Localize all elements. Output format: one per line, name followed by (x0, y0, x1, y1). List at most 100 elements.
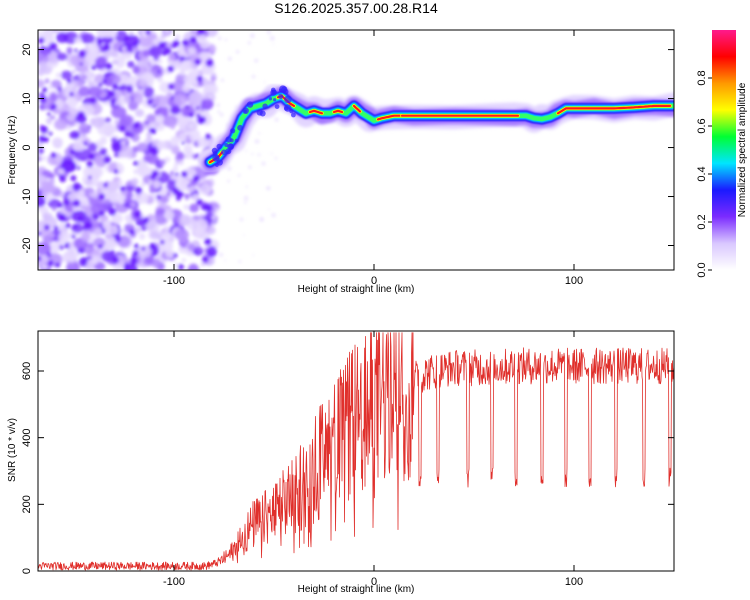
snr-y-axis-label: SNR (10 * v/v) (7, 418, 18, 482)
noise-blob (99, 136, 107, 145)
noise-blob (142, 49, 151, 57)
noise-blob (54, 154, 64, 164)
noise-speckle (244, 196, 249, 201)
noise-blob (111, 106, 127, 119)
noise-spot (175, 172, 179, 176)
ridge-blob (225, 136, 232, 143)
noise-blob (144, 86, 154, 99)
spectrogram-x-ticks: -100 0 100 (163, 30, 583, 287)
noise-spot (65, 222, 71, 229)
noise-blob (52, 137, 63, 147)
noise-spot (196, 198, 203, 206)
ridge-blob (221, 149, 227, 156)
noise-blob (81, 230, 90, 242)
noise-speckle (274, 156, 278, 160)
noise-blob (173, 162, 179, 167)
snr-y-tick-label: 0 (21, 568, 33, 574)
noise-blob (121, 46, 127, 52)
noise-spot (78, 50, 86, 58)
noise-spot (38, 37, 45, 44)
noise-spot (108, 207, 117, 216)
colorbar: 0.0 0.2 0.4 0.6 0.8 Normalized spectral ampl… (696, 30, 748, 278)
noise-blob (146, 135, 153, 140)
noise-spot (205, 58, 214, 67)
noise-blob (58, 222, 66, 230)
noise-spot (84, 221, 93, 230)
snr-x-tick-label: -100 (163, 576, 185, 588)
noise-spot (133, 41, 139, 47)
colorbar-tick-label: 0.8 (696, 70, 708, 85)
noise-blob (206, 246, 217, 258)
noise-blob (38, 31, 42, 37)
noise-spot (181, 171, 188, 178)
noise-blob (140, 226, 147, 231)
noise-blob (71, 69, 76, 75)
snr-line (38, 332, 674, 571)
noise-blob (187, 243, 196, 252)
noise-blob (80, 33, 95, 44)
noise-blob (188, 123, 195, 130)
noise-blob (178, 160, 184, 166)
noise-spot (141, 246, 146, 251)
noise-blob (143, 120, 150, 126)
colorbar-label: Normalized spectral amplitude (737, 82, 748, 217)
noise-blob (160, 195, 170, 204)
ridge-blob (273, 98, 277, 102)
noise-blob (205, 204, 213, 212)
noise-spot (189, 36, 197, 44)
noise-blob (146, 154, 159, 165)
noise-blob (114, 119, 119, 125)
noise-blob (135, 109, 145, 117)
noise-blob (73, 224, 78, 230)
noise-blob (67, 97, 79, 108)
noise-spot (204, 238, 212, 246)
noise-blob (56, 52, 68, 61)
noise-spot (88, 175, 92, 180)
noise-spot (150, 147, 159, 156)
noise-blob (87, 80, 95, 87)
noise-blob (92, 116, 104, 129)
noise-speckle (261, 161, 266, 166)
noise-blob (119, 227, 126, 234)
noise-blob (129, 201, 137, 208)
colorbar-tick-label: 0.0 (696, 262, 708, 277)
noise-spot (146, 98, 153, 105)
snr-x-axis-label: Height of straight line (km) (298, 584, 415, 595)
noise-spot (114, 235, 122, 242)
noise-speckle (248, 165, 252, 169)
noise-spot (54, 262, 61, 268)
noise-speckle (257, 153, 261, 157)
noise-speckle (237, 174, 241, 177)
noise-blob (57, 168, 65, 175)
noise-blob (187, 47, 197, 54)
noise-blob (199, 51, 210, 60)
noise-spot (63, 199, 70, 206)
noise-blob (174, 34, 181, 41)
noise-blob (38, 156, 42, 162)
noise-spot (90, 97, 97, 104)
noise-blob (199, 184, 211, 196)
noise-spot (161, 50, 168, 56)
ridge-blob (211, 147, 218, 154)
noise-blob (140, 181, 146, 187)
noise-blob (127, 100, 138, 111)
noise-spot (173, 253, 178, 258)
noise-spot (40, 45, 45, 50)
noise-blob (105, 225, 119, 235)
noise-spot (74, 48, 78, 53)
noise-speckle (217, 36, 222, 41)
noise-speckle (254, 139, 260, 144)
noise-blob (81, 74, 88, 80)
ridge-blob (281, 86, 288, 93)
noise-speckle (219, 252, 224, 257)
noise-blob (173, 93, 189, 106)
noise-speckle (245, 185, 248, 189)
noise-spot (188, 112, 194, 118)
ridge-blob (268, 97, 273, 101)
noise-spot (119, 125, 126, 132)
noise-spot (77, 215, 83, 221)
noise-speckle (263, 81, 266, 84)
noise-spot (77, 111, 85, 119)
noise-speckle (274, 117, 279, 122)
noise-blob (187, 263, 199, 270)
